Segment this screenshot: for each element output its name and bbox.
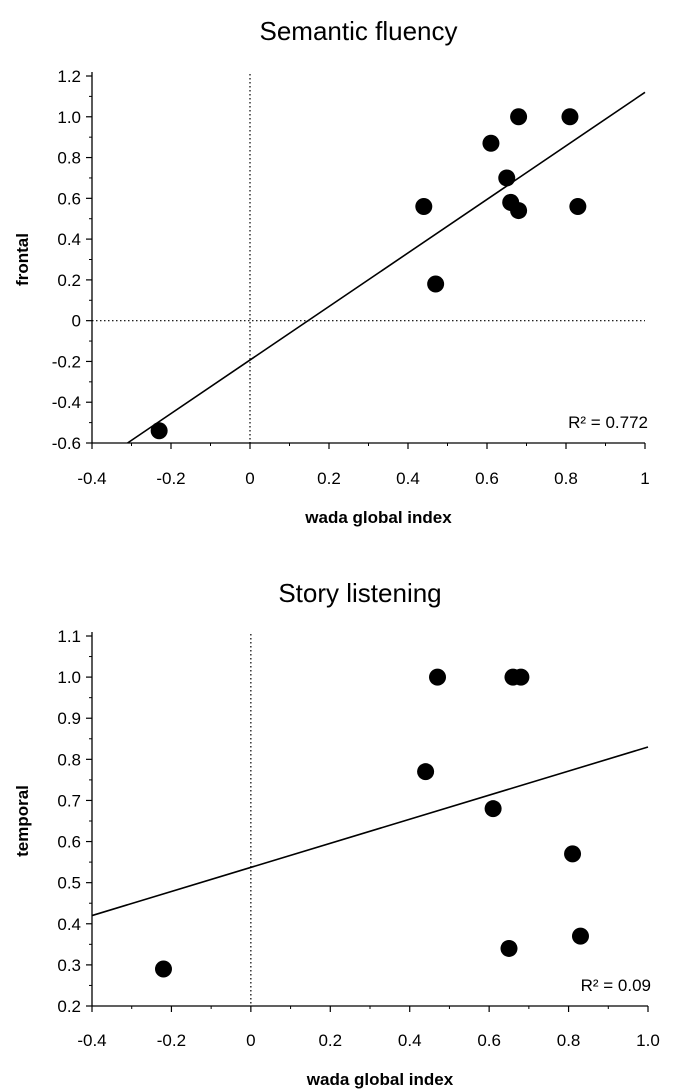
chart-2-y-tick-label: 0.3 [57, 956, 81, 975]
chart-2-data-point-8 [564, 845, 582, 863]
chart-1-y-tick-label: 0.2 [57, 271, 81, 290]
chart-2-y-tick-label: 0.5 [57, 874, 81, 893]
chart-1-y-tick-label: 0 [72, 312, 81, 331]
chart-1-x-tick-label: 0 [245, 469, 254, 488]
chart-2-x-tick-label: 0.6 [477, 1031, 501, 1050]
chart-1-x-tick-label: 0.6 [475, 469, 499, 488]
chart-1-y-tick-label: -0.2 [52, 352, 81, 371]
chart-2-data-point-9 [571, 927, 589, 945]
chart-2-y-tick-label: 0.7 [57, 791, 81, 810]
chart-1-data-point-5 [498, 169, 516, 187]
chart-2-r-squared-label: R² = 0.09 [581, 976, 651, 995]
chart-1-x-tick-label: 0.2 [317, 469, 341, 488]
chart-2-group: Story listening 0.2 0.3 0.4 0.5 0.6 0.7 0.8 0.9 1… [13, 578, 660, 1089]
chart-2-data-point-5 [500, 939, 518, 957]
chart-2-y-tick-label: 0.4 [57, 915, 81, 934]
chart-2-title: Story listening [278, 578, 441, 608]
chart-2-y-tick-label: 0.9 [57, 709, 81, 728]
chart-1-y-tick-label: 1.2 [57, 67, 81, 86]
chart-2-x-tick-label: 0 [246, 1031, 255, 1050]
chart-1-regression-line [127, 91, 646, 444]
chart-2-y-tick-label: 1.1 [57, 627, 81, 646]
chart-1-y-axis-label: frontal [13, 233, 32, 286]
chart-1-y-tick-label: -0.4 [52, 393, 81, 412]
chart-2-x-tick-label: -0.2 [157, 1031, 186, 1050]
chart-1-x-tick-label: -0.4 [77, 469, 106, 488]
chart-1-y-tick-label: 0.8 [57, 149, 81, 168]
chart-1-data-point-8 [510, 202, 528, 220]
chart-1-title: Semantic fluency [260, 16, 458, 46]
chart-1-r-squared-label: R² = 0.772 [568, 413, 648, 432]
chart-2-data-point-1 [154, 960, 172, 978]
chart-1-data-point-10 [569, 197, 587, 215]
chart-2-y-tick-label: 0.8 [57, 750, 81, 769]
chart-1-x-tick-label: -0.2 [156, 469, 185, 488]
chart-2-x-tick-label: 0.8 [557, 1031, 581, 1050]
chart-1-y-tick-label: 0.6 [57, 189, 81, 208]
chart-2-y-tick-label: 0.2 [57, 997, 81, 1016]
chart-1-data-point-9 [561, 108, 579, 126]
chart-1-x-tick-label: 0.8 [554, 469, 578, 488]
chart-1-x-tick-label: 1 [640, 469, 649, 488]
chart-1-data-point-2 [415, 197, 433, 215]
chart-1-data-point-3 [427, 275, 445, 293]
chart-1-y-tick-label: 0.4 [57, 230, 81, 249]
chart-2-y-axis-label: temporal [13, 785, 32, 857]
chart-2-x-tick-label: -0.4 [77, 1031, 106, 1050]
chart-2-x-axis-label: wada global index [306, 1070, 454, 1089]
chart-1-y-tick-label: 1.0 [57, 108, 81, 127]
chart-1-y-tick-label: -0.6 [52, 434, 81, 453]
chart-2-x-tick-label: 1.0 [636, 1031, 660, 1050]
chart-1-x-tick-label: 0.4 [396, 469, 420, 488]
chart-1-data-point-7 [510, 108, 528, 126]
chart-2-data-point-4 [484, 800, 502, 818]
chart-2-regression-line [91, 746, 649, 917]
chart-2-x-tick-label: 0.4 [398, 1031, 422, 1050]
chart-2-y-tick-label: 0.6 [57, 833, 81, 852]
chart-2-data-point-3 [429, 668, 447, 686]
chart-1-x-axis-label: wada global index [304, 508, 452, 527]
chart-2-data-point-2 [417, 763, 435, 781]
chart-2-x-tick-label: 0.2 [318, 1031, 342, 1050]
chart-2-y-tick-label: 1.0 [57, 668, 81, 687]
chart-2-data-point-7 [512, 668, 530, 686]
chart-1-data-point-4 [482, 134, 500, 152]
chart-1-group: Semantic fluency -0.6 -0.4 -0.2 0 0.2 0.4 0.6 0.… [13, 16, 650, 527]
chart-1-data-point-1 [150, 422, 168, 440]
